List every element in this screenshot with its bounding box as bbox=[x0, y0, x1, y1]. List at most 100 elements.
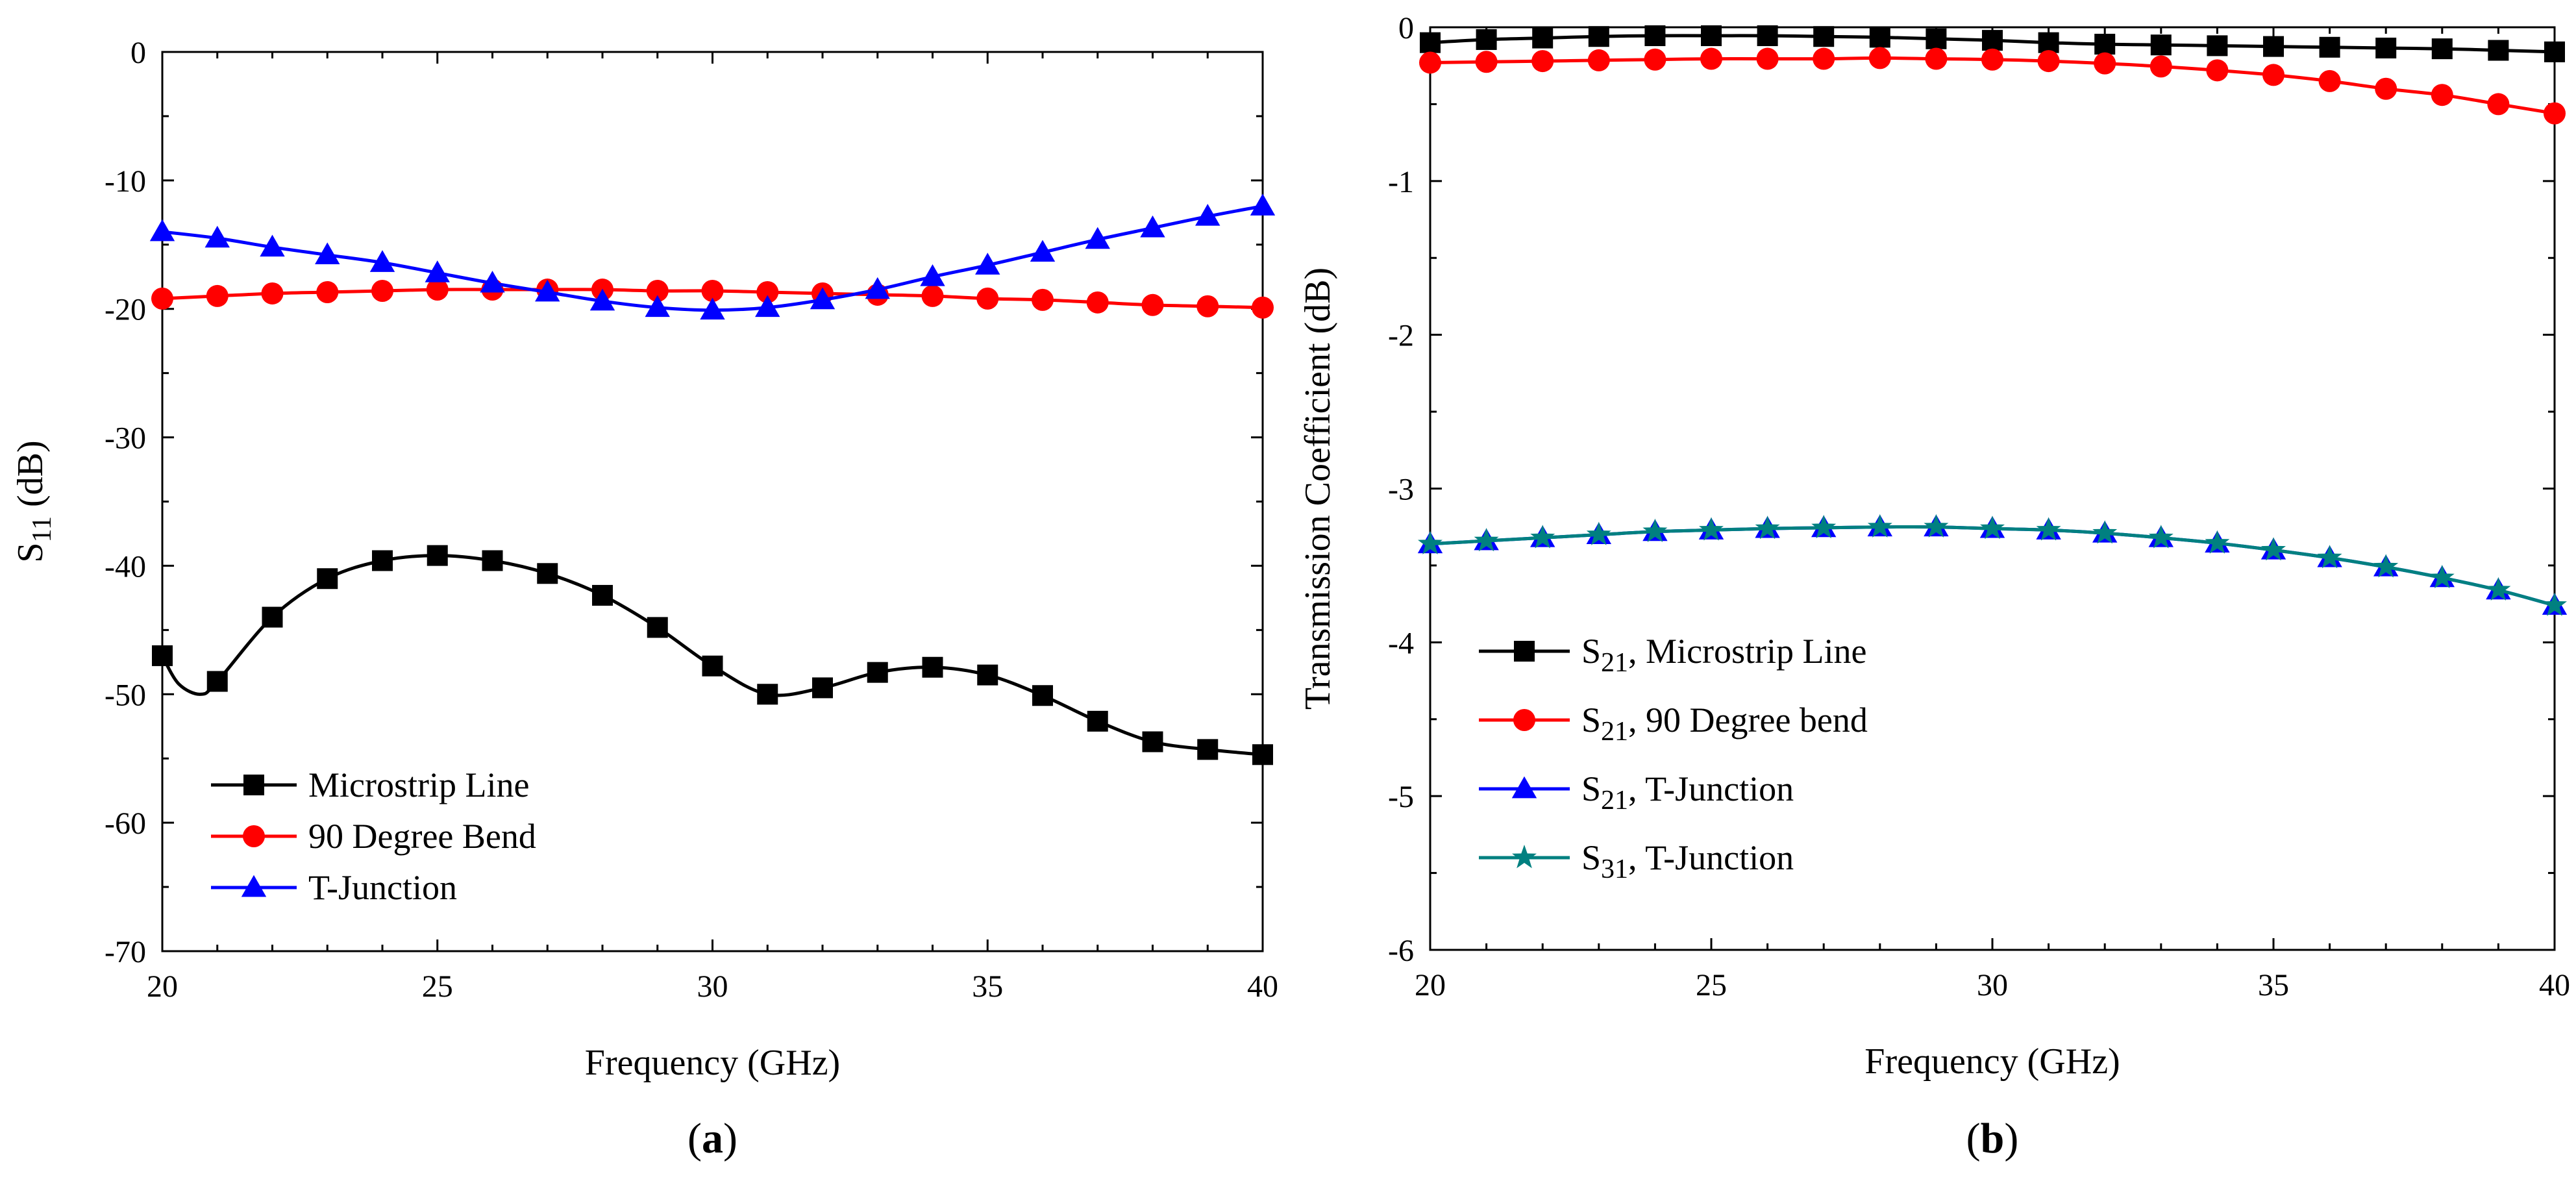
data-point bbox=[2036, 517, 2061, 541]
y-tick-label: -2 bbox=[1388, 319, 1414, 353]
data-point bbox=[1030, 240, 1056, 262]
data-point bbox=[1588, 26, 1609, 47]
chart-panel-b: 20 25 30 35 40 0 -1 -2 -3 -4 -5 -6 Frequency (GHz) Tr… bbox=[1298, 11, 2570, 1162]
data-point bbox=[1532, 27, 1554, 49]
data-point bbox=[1250, 193, 1276, 216]
data-point bbox=[922, 656, 943, 678]
x-tick-label: 25 bbox=[422, 969, 453, 1004]
data-point bbox=[1420, 32, 1441, 53]
panel-label: (b) bbox=[1966, 1115, 2019, 1162]
data-point bbox=[1085, 227, 1110, 249]
x-tick-label: 20 bbox=[1415, 968, 1446, 1002]
legend-label: S31, T-Junction bbox=[1581, 838, 1794, 884]
series-s21-microstrip-line bbox=[1420, 25, 2565, 62]
data-point bbox=[262, 606, 283, 628]
data-point bbox=[315, 242, 340, 265]
data-point bbox=[1032, 288, 1054, 311]
data-point bbox=[2094, 34, 2116, 55]
plot-frame bbox=[1429, 26, 2556, 951]
data-point bbox=[867, 662, 888, 683]
legend-marker bbox=[243, 825, 265, 847]
data-point bbox=[204, 225, 230, 248]
data-point bbox=[1700, 47, 1722, 70]
series-t-junction bbox=[149, 193, 1276, 320]
data-point bbox=[1642, 518, 1668, 542]
data-point bbox=[2488, 40, 2509, 61]
data-point bbox=[152, 645, 173, 666]
data-point bbox=[2038, 32, 2059, 53]
data-point bbox=[1475, 51, 1498, 73]
data-point bbox=[2319, 36, 2340, 58]
data-point bbox=[645, 295, 670, 317]
legend-marker bbox=[1514, 641, 1535, 662]
data-point bbox=[1644, 48, 1666, 71]
data-point bbox=[1474, 528, 1499, 552]
legend-marker bbox=[1513, 709, 1535, 731]
data-point bbox=[2317, 545, 2342, 569]
data-point bbox=[2262, 64, 2285, 86]
data-point bbox=[480, 270, 505, 293]
data-point bbox=[1755, 516, 1780, 540]
data-point bbox=[1197, 739, 1219, 760]
data-point bbox=[425, 260, 450, 282]
x-tick-label: 35 bbox=[972, 969, 1003, 1004]
data-point bbox=[1699, 517, 1724, 541]
data-point bbox=[2373, 554, 2399, 578]
data-point bbox=[2544, 102, 2566, 125]
data-point bbox=[317, 568, 338, 590]
data-point bbox=[1811, 514, 1837, 539]
x-axis-label: Frequency (GHz) bbox=[1864, 1041, 2120, 1082]
data-point bbox=[1141, 293, 1164, 316]
legend-marker bbox=[1511, 776, 1537, 799]
y-tick-label: -70 bbox=[105, 935, 146, 969]
data-point bbox=[756, 280, 779, 303]
data-point bbox=[1419, 51, 1441, 74]
y-tick-label: -1 bbox=[1388, 165, 1414, 199]
legend-marker bbox=[241, 875, 267, 897]
data-point bbox=[1813, 26, 1835, 47]
legend-label: S21, T-Junction bbox=[1581, 769, 1794, 815]
data-point bbox=[1757, 25, 1778, 47]
data-point bbox=[702, 655, 723, 677]
data-point bbox=[1924, 514, 1949, 538]
data-point bbox=[1756, 47, 1779, 70]
x-tick-label: 30 bbox=[1977, 968, 2008, 1002]
legend-label: 90 Degree Bend bbox=[308, 817, 536, 856]
data-point bbox=[865, 277, 890, 299]
series-90-degree-bend bbox=[151, 279, 1274, 319]
y-tick-label: -20 bbox=[105, 293, 146, 327]
data-point bbox=[1867, 514, 1892, 538]
x-tick-label: 25 bbox=[1696, 968, 1727, 1002]
data-point bbox=[427, 545, 448, 566]
y-tick-label: -6 bbox=[1388, 934, 1414, 968]
data-point bbox=[976, 287, 999, 310]
data-point bbox=[2261, 537, 2286, 561]
legend-label: S21, 90 Degree bend bbox=[1581, 701, 1868, 747]
legend: Microstrip Line 90 Degree Bend T-Junction bbox=[211, 765, 536, 907]
data-point bbox=[1980, 516, 2005, 540]
data-point bbox=[151, 287, 173, 310]
y-tick-label: -50 bbox=[105, 678, 146, 712]
data-point bbox=[482, 550, 503, 571]
data-point bbox=[2542, 592, 2567, 616]
data-point bbox=[2431, 84, 2453, 106]
data-point bbox=[592, 584, 613, 606]
series-s21-90-degree-bend bbox=[1419, 47, 2566, 125]
x-tick-label: 35 bbox=[2258, 968, 2289, 1002]
data-point bbox=[1530, 525, 1555, 549]
y-axis-label: S11 (dB) bbox=[10, 440, 57, 562]
data-point bbox=[1982, 30, 2003, 51]
data-point bbox=[757, 684, 778, 705]
data-point bbox=[647, 617, 668, 638]
series-microstrip-line bbox=[152, 545, 1273, 765]
data-point bbox=[920, 264, 945, 286]
data-point bbox=[2318, 69, 2341, 92]
data-point bbox=[2375, 77, 2397, 100]
data-point bbox=[537, 563, 558, 584]
data-point bbox=[1868, 47, 1891, 69]
data-point bbox=[316, 280, 339, 303]
data-point bbox=[1196, 295, 1219, 317]
data-point bbox=[1981, 48, 2003, 71]
y-tick-label: -40 bbox=[105, 549, 146, 584]
